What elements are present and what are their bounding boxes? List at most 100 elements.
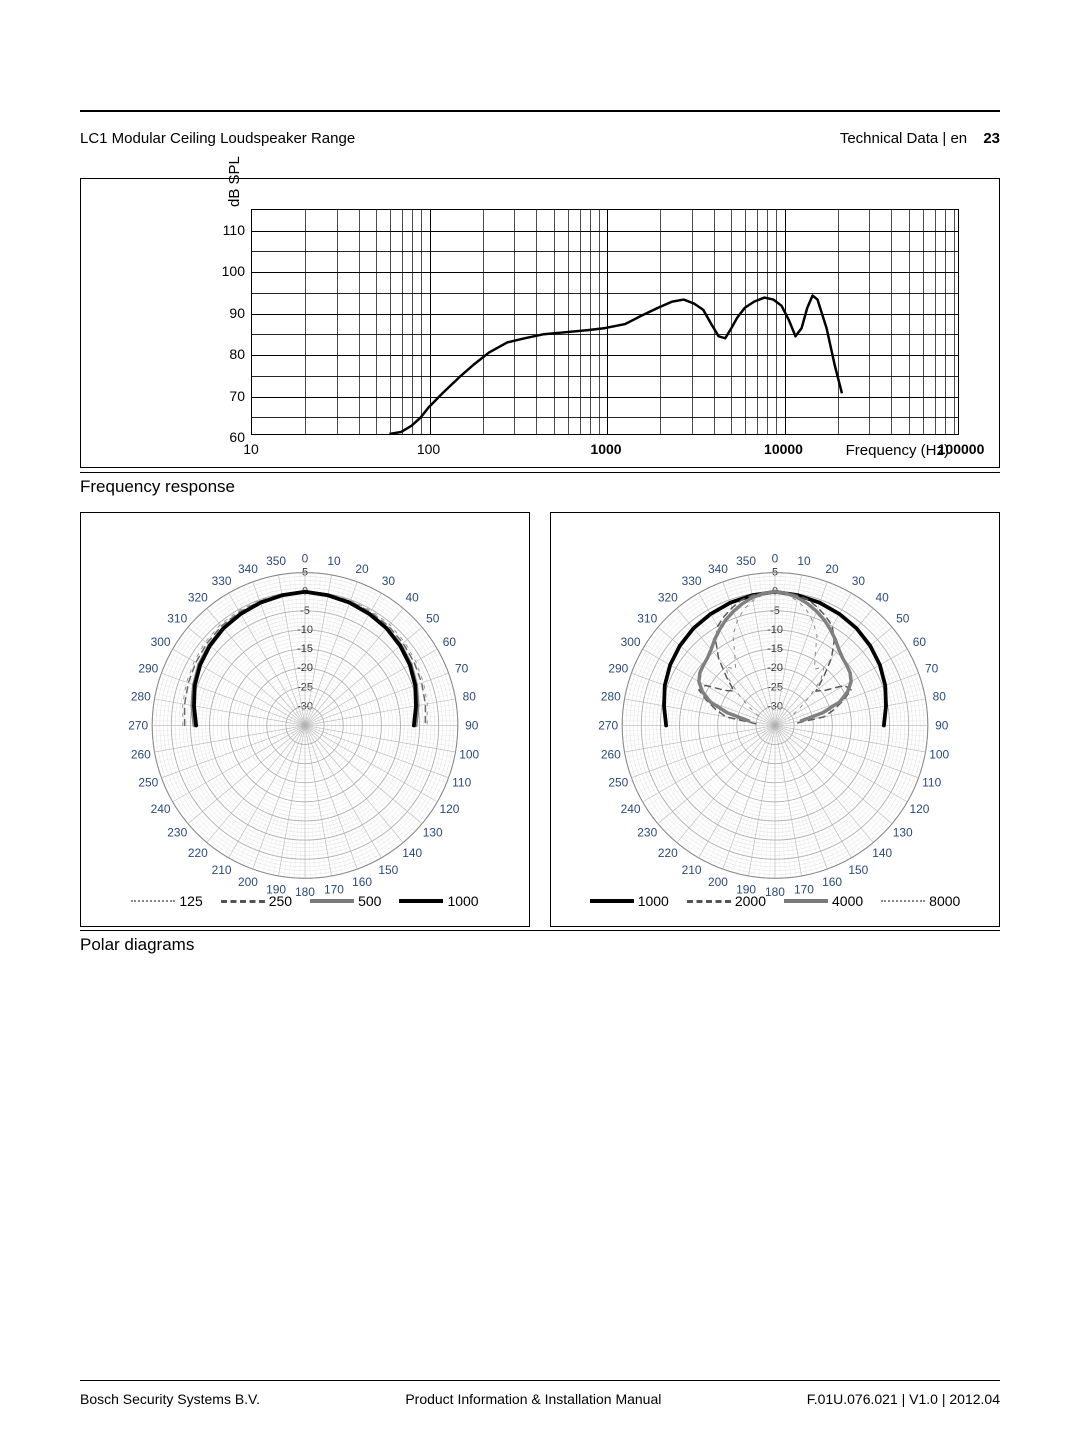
svg-text:340: 340	[238, 562, 258, 576]
polar-diagram-left: 50-5-10-15-20-25-30010203040506070809010…	[80, 512, 530, 927]
svg-text:40: 40	[406, 591, 420, 605]
svg-text:70: 70	[925, 661, 939, 675]
svg-text:140: 140	[402, 846, 422, 860]
svg-text:290: 290	[138, 661, 158, 675]
svg-text:30: 30	[852, 574, 866, 588]
svg-text:280: 280	[601, 689, 621, 703]
legend-swatch	[399, 899, 443, 903]
svg-text:80: 80	[463, 689, 477, 703]
header-left: LC1 Modular Ceiling Loudspeaker Range	[80, 130, 355, 147]
svg-text:310: 310	[637, 611, 657, 625]
svg-text:60: 60	[913, 635, 927, 649]
legend-swatch	[221, 900, 265, 903]
svg-text:240: 240	[621, 802, 641, 816]
svg-text:90: 90	[465, 718, 479, 732]
y-tick-label: 60	[195, 429, 245, 445]
legend-item: 2000	[687, 893, 766, 909]
svg-text:120: 120	[439, 802, 459, 816]
svg-text:300: 300	[621, 635, 641, 649]
polar-left-legend: 1252505001000	[81, 886, 529, 916]
svg-text:150: 150	[378, 863, 398, 877]
svg-text:150: 150	[848, 863, 868, 877]
svg-text:90: 90	[935, 718, 949, 732]
svg-text:230: 230	[167, 826, 187, 840]
x-axis-label: Frequency (Hz)	[846, 442, 949, 459]
svg-text:100: 100	[459, 747, 479, 761]
legend-item: 4000	[784, 893, 863, 909]
svg-text:320: 320	[658, 591, 678, 605]
svg-text:210: 210	[682, 863, 702, 877]
footer-right: F.01U.076.021 | V1.0 | 2012.04	[807, 1391, 1000, 1407]
svg-text:250: 250	[138, 775, 158, 789]
page-footer: Bosch Security Systems B.V. Product Info…	[80, 1391, 1000, 1407]
frequency-response-plot-area	[251, 209, 959, 435]
legend-label: 8000	[929, 893, 960, 909]
polar-diagrams-caption: Polar diagrams	[80, 930, 1000, 955]
svg-text:130: 130	[423, 826, 443, 840]
frequency-response-figure: dB SPL Frequency (Hz) 607080901001101010…	[80, 178, 1000, 468]
svg-text:220: 220	[188, 846, 208, 860]
header-right: Technical Data | en 23	[840, 130, 1000, 147]
footer-left: Bosch Security Systems B.V.	[80, 1391, 260, 1407]
svg-text:10: 10	[327, 554, 341, 568]
legend-label: 125	[179, 893, 202, 909]
legend-swatch	[131, 900, 175, 902]
top-rule	[80, 110, 1000, 112]
svg-text:40: 40	[876, 591, 890, 605]
svg-text:260: 260	[131, 747, 151, 761]
svg-text:300: 300	[151, 635, 171, 649]
legend-item: 8000	[881, 893, 960, 909]
legend-swatch	[784, 899, 828, 903]
frequency-response-caption: Frequency response	[80, 472, 1000, 497]
y-tick-label: 90	[195, 305, 245, 321]
legend-label: 2000	[735, 893, 766, 909]
svg-text:350: 350	[736, 554, 756, 568]
svg-text:110: 110	[922, 775, 941, 789]
svg-text:80: 80	[933, 689, 947, 703]
legend-swatch	[590, 899, 634, 903]
legend-swatch	[687, 900, 731, 903]
svg-text:70: 70	[455, 661, 469, 675]
svg-text:350: 350	[266, 554, 286, 568]
page-header: LC1 Modular Ceiling Loudspeaker Range Te…	[80, 130, 1000, 147]
svg-text:50: 50	[896, 611, 910, 625]
svg-text:250: 250	[608, 775, 628, 789]
svg-text:310: 310	[167, 611, 187, 625]
svg-text:0: 0	[302, 552, 309, 566]
x-tick-label: 1000	[590, 441, 621, 457]
footer-rule	[80, 1380, 1000, 1381]
x-tick-label: 10000	[764, 441, 803, 457]
polar-right-legend: 1000 2000 4000 8000	[551, 886, 999, 916]
legend-label: 250	[269, 893, 292, 909]
polar-left-plot: 50-5-10-15-20-25-30010203040506070809010…	[81, 513, 529, 926]
svg-text:0: 0	[772, 552, 779, 566]
legend-item: 1000	[590, 893, 669, 909]
svg-text:320: 320	[188, 591, 208, 605]
legend-swatch	[881, 900, 925, 902]
page-number: 23	[983, 130, 1000, 147]
svg-text:20: 20	[355, 562, 369, 576]
svg-text:220: 220	[658, 846, 678, 860]
footer-center: Product Information & Installation Manua…	[405, 1391, 661, 1407]
svg-text:280: 280	[131, 689, 151, 703]
x-tick-label: 100	[417, 441, 440, 457]
y-axis-label: dB SPL	[226, 156, 243, 207]
svg-text:260: 260	[601, 747, 621, 761]
svg-text:330: 330	[212, 574, 232, 588]
y-tick-label: 110	[195, 222, 245, 238]
y-tick-label: 100	[195, 263, 245, 279]
svg-text:270: 270	[598, 718, 618, 732]
svg-text:30: 30	[382, 574, 396, 588]
svg-text:20: 20	[825, 562, 839, 576]
legend-item: 125	[131, 893, 202, 909]
legend-swatch	[310, 899, 354, 903]
svg-text:240: 240	[151, 802, 171, 816]
svg-text:50: 50	[426, 611, 440, 625]
legend-label: 1000	[447, 893, 478, 909]
svg-text:130: 130	[893, 826, 913, 840]
svg-text:100: 100	[929, 747, 949, 761]
x-tick-label: 100000	[938, 441, 985, 457]
legend-item: 250	[221, 893, 292, 909]
svg-text:230: 230	[637, 826, 657, 840]
polar-diagram-right: 50-5-10-15-20-25-30010203040506070809010…	[550, 512, 1000, 927]
